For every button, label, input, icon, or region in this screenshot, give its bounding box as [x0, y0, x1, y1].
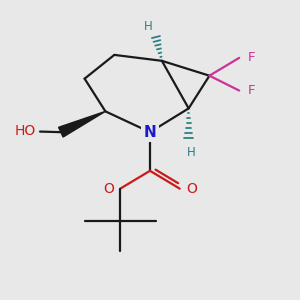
- Text: N: N: [144, 125, 156, 140]
- Text: F: F: [247, 51, 255, 64]
- Polygon shape: [58, 111, 105, 137]
- Text: HO: HO: [14, 124, 36, 138]
- Text: H: H: [144, 20, 153, 33]
- Text: H: H: [187, 146, 196, 158]
- Text: O: O: [103, 182, 114, 196]
- Text: F: F: [247, 84, 255, 97]
- Text: O: O: [186, 182, 197, 196]
